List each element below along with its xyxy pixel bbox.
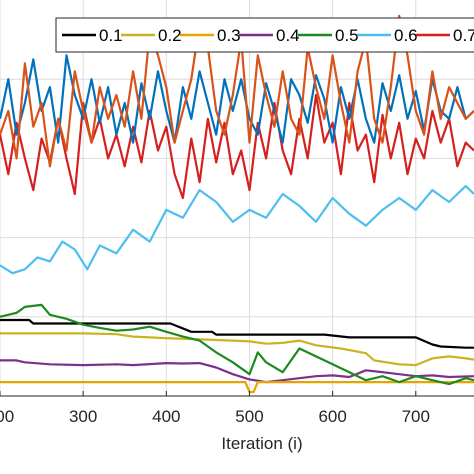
legend-label: 0.2 (158, 26, 182, 45)
legend-label: 0.6 (394, 26, 418, 45)
legend-label: 0.5 (335, 26, 359, 45)
legend-label: 0.7 (453, 26, 474, 45)
legend-label: 0.1 (99, 26, 123, 45)
x-tick-label: 600 (318, 407, 346, 426)
series-line-0.1 (0, 318, 474, 349)
series-lines (0, 14, 474, 394)
x-tick-label: 300 (69, 407, 97, 426)
series-line-0.2 (0, 332, 474, 367)
series-line-unlabeled-7 (0, 54, 474, 144)
series-line-0.5 (0, 303, 474, 386)
series-line-0.6 (0, 185, 474, 275)
legend: 0.1 0.2 0.3 0.4 0.5 0.6 0.7 (55, 17, 474, 53)
x-tick-label: 200 (0, 407, 14, 426)
x-tick-labels: 200 300 400 500 600 700 (0, 391, 430, 426)
x-tick-label: 400 (152, 407, 180, 426)
series-line-0.4 (0, 359, 474, 384)
series-line-0.7 (0, 93, 474, 200)
x-tick-label: 500 (235, 407, 263, 426)
legend-label: 0.3 (217, 26, 241, 45)
x-tick-label: 700 (402, 407, 430, 426)
legend-label: 0.4 (276, 26, 300, 45)
x-axis-title: Iteration (i) (221, 434, 302, 453)
